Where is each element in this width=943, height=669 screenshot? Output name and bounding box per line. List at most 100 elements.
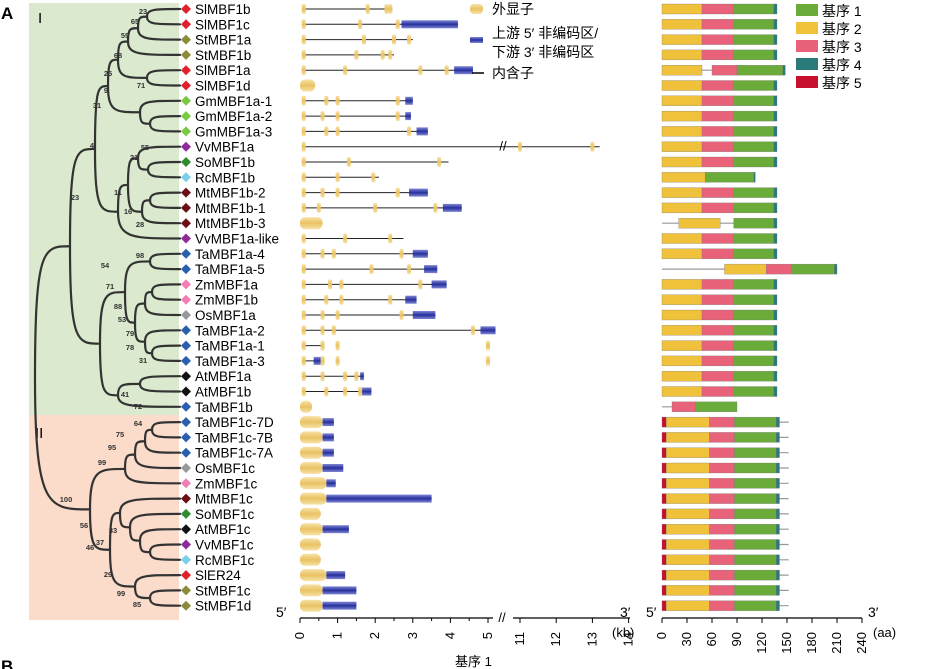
bootstrap-value: 11 <box>114 188 122 197</box>
species-marker-icon <box>181 95 191 106</box>
gene-structure-row <box>300 217 323 230</box>
motif-block <box>733 80 774 91</box>
species-marker-icon <box>181 248 191 259</box>
utr-block <box>405 112 411 121</box>
motif-block <box>661 49 703 61</box>
exon-block <box>320 325 325 336</box>
motif-block <box>701 49 734 61</box>
species-marker-icon <box>181 600 191 611</box>
tree-branch <box>150 290 182 301</box>
exon-block <box>300 462 323 474</box>
gene-structure-row <box>301 157 449 167</box>
motif-block <box>773 49 778 61</box>
gene-structure-row <box>300 538 321 551</box>
exon-block <box>301 172 306 183</box>
bootstrap-value: 68 <box>114 51 122 60</box>
motif-block <box>661 462 667 474</box>
motif-block <box>661 141 703 152</box>
tree-branch <box>143 329 182 343</box>
gene-name: TaMBF1a-4 <box>195 247 265 262</box>
motif-block <box>733 386 774 397</box>
axis-tick-label: 12 <box>548 632 563 646</box>
exon-block <box>301 340 306 351</box>
bootstrap-value: 21 <box>130 153 138 162</box>
gene-structure-row <box>301 34 413 45</box>
motif-block <box>701 126 734 137</box>
motif-block <box>733 279 774 290</box>
gene-name: SoMBF1b <box>195 155 255 170</box>
exon-block <box>354 371 359 382</box>
exon-block <box>320 340 325 351</box>
legend-intron-label: 内含子 <box>492 65 534 81</box>
tree-branch <box>136 15 149 30</box>
gene-name: SlMBF1d <box>195 79 251 94</box>
gene-name: VvMBF1c <box>195 538 254 553</box>
utr-block <box>412 311 436 319</box>
exon-block <box>407 34 412 45</box>
exon-block <box>373 202 378 213</box>
protein-row <box>661 371 778 382</box>
protein-row <box>661 141 778 152</box>
utr-block <box>442 203 462 212</box>
species-marker-icon <box>181 417 191 428</box>
motif-block <box>776 416 780 428</box>
gene-name: GmMBF1a-1 <box>195 94 272 109</box>
motif-block <box>666 462 710 474</box>
exon-block <box>301 202 306 213</box>
exon-block <box>365 4 370 14</box>
bootstrap-value: 25 <box>104 69 112 78</box>
protein-row <box>661 156 778 168</box>
gene-structure-row <box>301 95 413 106</box>
legend-utr-swatch <box>470 37 483 43</box>
motif-block <box>666 478 710 489</box>
utr-block <box>424 265 438 274</box>
exon-block <box>407 126 412 137</box>
motif-block <box>733 95 774 106</box>
motif-block <box>733 294 774 305</box>
exon-block <box>380 49 385 60</box>
motif-block <box>701 309 734 321</box>
exon-block <box>339 279 344 290</box>
exon-block <box>335 126 340 137</box>
gene-structure-row <box>301 4 393 14</box>
species-marker-icon <box>181 371 191 382</box>
tree-branch <box>108 511 122 551</box>
motif-label: 基序 1 <box>822 3 862 19</box>
protein-row <box>661 294 778 305</box>
utr-block <box>412 249 428 258</box>
species-marker-icon <box>181 294 191 305</box>
exon-block <box>335 95 340 106</box>
gene-structure-row <box>301 340 490 351</box>
axis-tick-label: 1 <box>330 632 345 639</box>
axis-break-icon: // <box>498 610 506 625</box>
motif-block <box>666 416 710 428</box>
clade-I-label: I <box>38 10 42 27</box>
motif-block <box>661 156 703 168</box>
species-marker-icon <box>181 233 191 244</box>
motif-block <box>701 110 734 122</box>
gene-name: GmMBF1a-3 <box>195 124 272 139</box>
motif-block <box>666 447 710 458</box>
motif-block <box>701 325 734 336</box>
bootstrap-value: 79 <box>126 329 134 338</box>
protein-row <box>661 3 778 15</box>
species-marker-icon <box>181 218 191 229</box>
species-marker-icon <box>181 172 191 183</box>
motif-block <box>709 508 735 520</box>
motif-block <box>733 187 774 198</box>
motif-block <box>733 126 774 137</box>
protein-row <box>661 478 789 489</box>
motif-block <box>776 462 780 474</box>
axis-tick-label: 0 <box>654 632 669 639</box>
bootstrap-value: 23 <box>139 7 147 16</box>
gene-name: TaMBF1a-5 <box>195 262 265 277</box>
motif-block <box>661 524 667 535</box>
motif-block <box>701 386 734 397</box>
motif-block <box>734 600 777 611</box>
exon-block <box>399 310 404 320</box>
axis-end-label: 3′ <box>868 604 879 620</box>
species-marker-icon <box>181 539 191 550</box>
gene-structure-row <box>301 49 394 60</box>
legend-exon-label: 外显子 <box>492 1 534 17</box>
motif-block <box>666 539 710 550</box>
